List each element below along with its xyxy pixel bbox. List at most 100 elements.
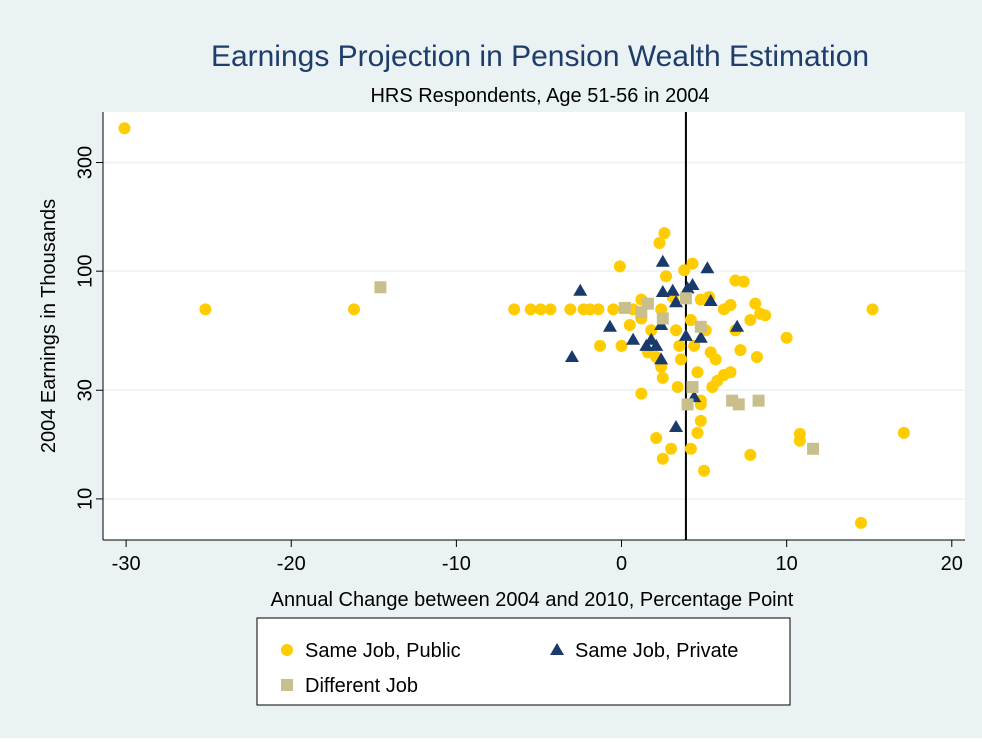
marker <box>118 122 131 135</box>
y-axis-title: 2004 Earnings in Thousands <box>38 199 60 453</box>
marker <box>694 320 707 333</box>
marker <box>635 387 648 400</box>
marker <box>807 442 820 455</box>
marker <box>639 338 654 351</box>
marker <box>607 303 620 316</box>
marker <box>698 464 711 477</box>
marker <box>732 398 745 411</box>
marker <box>744 448 757 461</box>
legend-marker <box>281 679 293 691</box>
marker <box>678 328 693 341</box>
marker <box>752 394 765 407</box>
marker <box>759 309 772 322</box>
marker <box>656 371 669 384</box>
marker <box>724 299 737 312</box>
marker <box>584 303 597 316</box>
y-tick-label: 30 <box>74 379 96 401</box>
legend-marker <box>550 643 564 655</box>
marker <box>655 254 670 267</box>
marker <box>656 312 669 325</box>
marker <box>694 293 707 306</box>
marker <box>684 442 697 455</box>
marker <box>866 303 879 316</box>
marker <box>691 366 704 379</box>
x-tick-label: -20 <box>277 553 306 575</box>
marker <box>678 264 691 277</box>
legend-label: Different Job <box>305 675 418 697</box>
marker <box>534 303 547 316</box>
marker <box>780 331 793 344</box>
marker <box>750 350 763 363</box>
marker <box>656 452 669 465</box>
marker <box>854 516 867 529</box>
marker <box>691 426 704 439</box>
marker <box>654 352 669 365</box>
legend-box <box>256 617 791 706</box>
marker <box>673 339 686 352</box>
marker <box>674 353 687 366</box>
y-tick-label: 300 <box>74 146 96 179</box>
marker <box>655 303 668 316</box>
marker <box>602 319 617 332</box>
marker <box>592 303 605 316</box>
marker <box>744 314 757 327</box>
marker <box>653 236 666 249</box>
x-tick-label: -30 <box>112 553 141 575</box>
marker <box>594 339 607 352</box>
legend-label: Same Job, Private <box>575 640 738 662</box>
marker <box>749 297 762 310</box>
marker <box>658 227 671 240</box>
marker <box>679 292 692 305</box>
marker <box>897 426 910 439</box>
marker <box>681 398 694 411</box>
marker <box>669 419 684 432</box>
marker <box>694 414 707 427</box>
marker <box>655 285 670 298</box>
marker <box>793 427 806 440</box>
marker <box>524 303 537 316</box>
marker <box>615 339 628 352</box>
marker <box>645 324 658 337</box>
y-tick-label: 100 <box>74 254 96 287</box>
marker <box>665 283 680 296</box>
legend-marker <box>281 644 293 656</box>
marker <box>669 295 684 308</box>
marker <box>670 324 683 337</box>
marker <box>626 332 641 345</box>
marker <box>724 366 737 379</box>
marker <box>693 330 708 343</box>
marker <box>623 319 636 332</box>
marker <box>660 270 673 283</box>
marker <box>700 261 715 274</box>
marker <box>686 257 699 270</box>
marker <box>671 381 684 394</box>
legend-label: Same Job, Public <box>305 640 461 662</box>
marker <box>684 314 697 327</box>
marker <box>564 303 577 316</box>
marker <box>686 381 699 394</box>
marker <box>650 432 663 445</box>
x-axis-title: Annual Change between 2004 and 2010, Per… <box>271 589 794 611</box>
marker <box>685 277 700 290</box>
marker <box>618 301 631 314</box>
marker <box>665 442 678 455</box>
plot-area <box>103 112 965 540</box>
chart-title: Earnings Projection in Pension Wealth Es… <box>211 40 869 73</box>
marker <box>737 275 750 288</box>
marker <box>199 303 212 316</box>
x-tick-label: 0 <box>616 553 627 575</box>
x-tick-label: -10 <box>442 553 471 575</box>
x-tick-label: 20 <box>941 553 963 575</box>
marker <box>703 293 718 306</box>
y-tick-label: 10 <box>74 488 96 510</box>
marker <box>730 319 745 332</box>
marker <box>613 260 626 273</box>
marker <box>641 297 654 310</box>
marker <box>688 339 701 352</box>
marker <box>374 281 387 294</box>
marker <box>564 349 579 362</box>
marker <box>709 353 722 366</box>
marker <box>734 344 747 357</box>
marker <box>573 283 588 296</box>
